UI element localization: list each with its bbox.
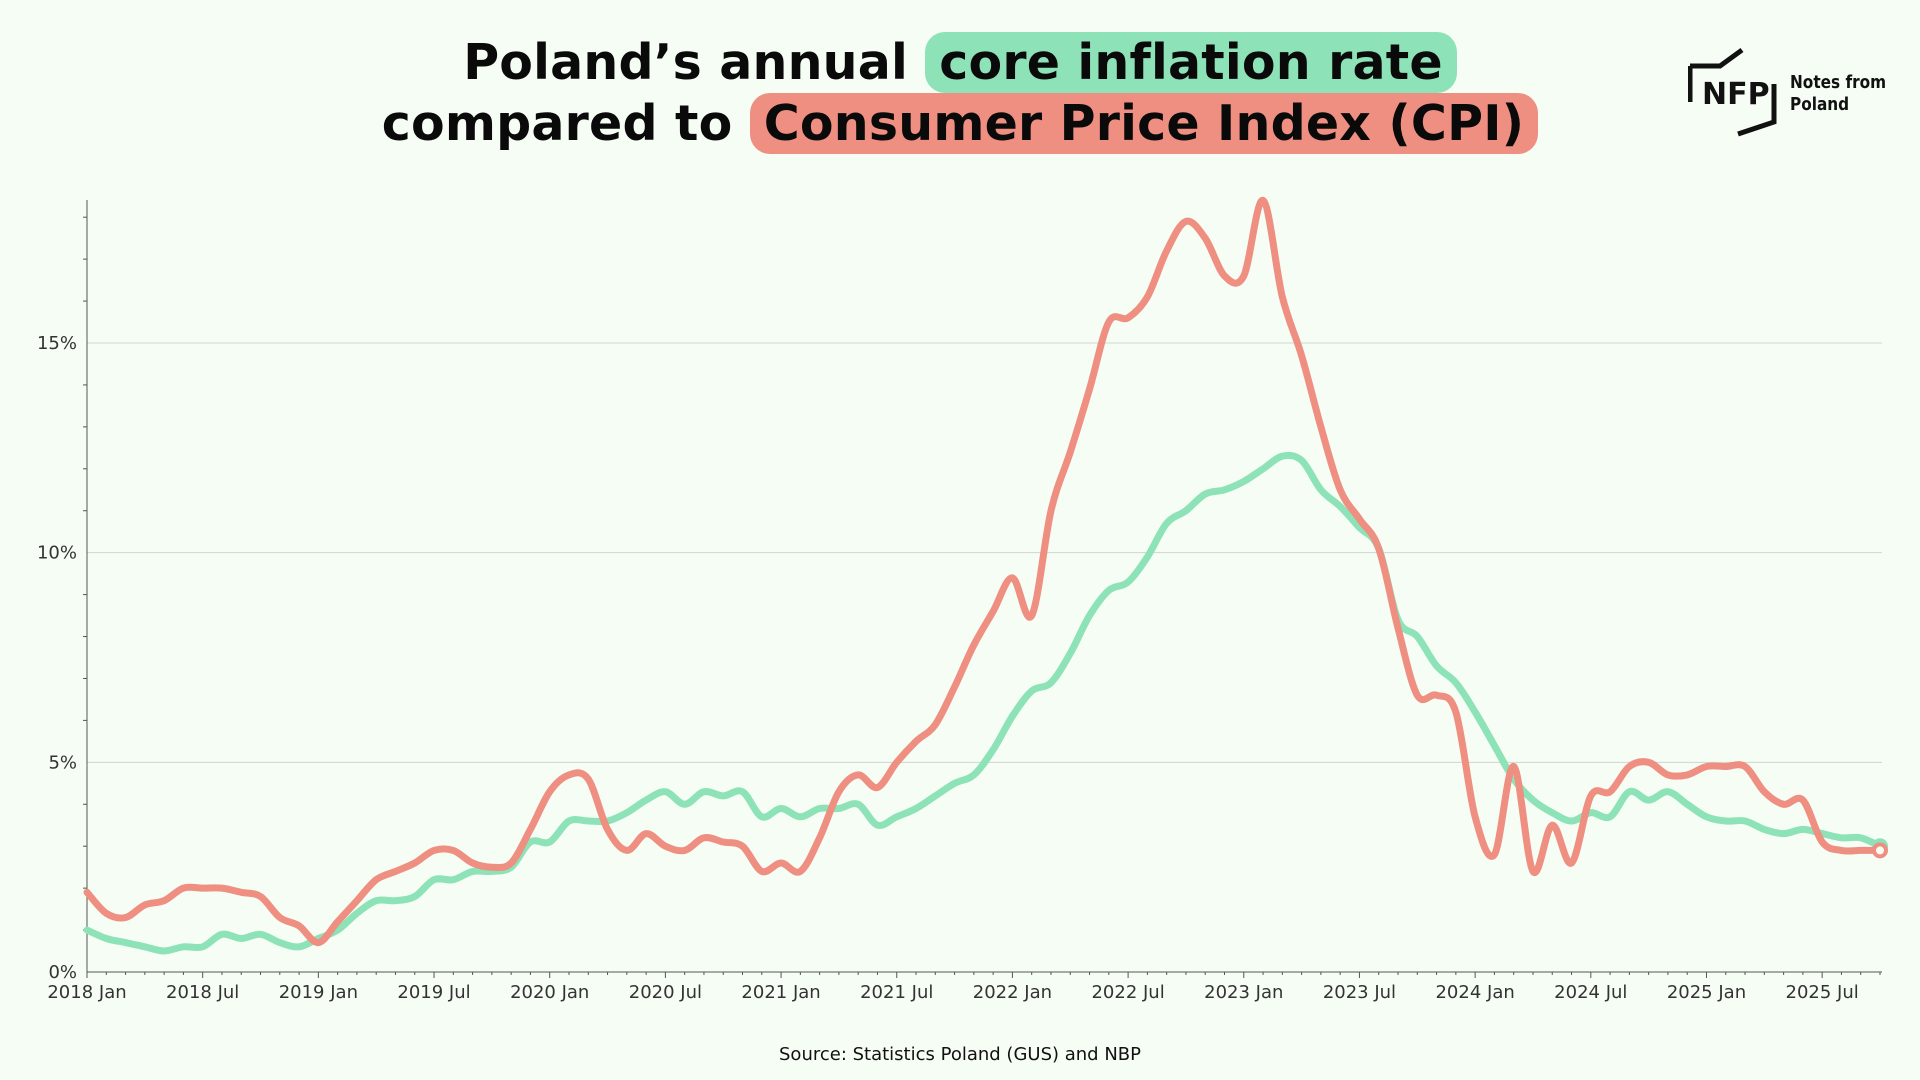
x-tick-label: 2021 Jan: [741, 982, 820, 1003]
title-line-2: compared to Consumer Price Index (CPI): [0, 93, 1920, 154]
grid-lines: [87, 342, 1882, 763]
y-tick-label: 15%: [37, 333, 77, 354]
y-tick-label: 10%: [37, 543, 77, 564]
x-tick-label: 2024 Jan: [1435, 982, 1514, 1003]
x-tick-label: 2023 Jul: [1323, 982, 1396, 1003]
source-note: Source: Statistics Poland (GUS) and NBP: [779, 1044, 1141, 1065]
logo-text-line-2: Poland: [1790, 94, 1850, 115]
title-highlight-core: core inflation rate: [925, 32, 1457, 93]
series-line-cpi: [83, 196, 1884, 947]
chart-title: Poland’s annual core inflation rate comp…: [0, 32, 1920, 154]
title-prefix-2: compared to: [381, 95, 750, 152]
x-tick-label: 2022 Jul: [1091, 982, 1164, 1003]
x-tick-label: 2018 Jul: [166, 982, 239, 1003]
logo-text-line-1: Notes from: [1790, 72, 1887, 93]
title-highlight-cpi: Consumer Price Index (CPI): [749, 93, 1539, 154]
x-axis-ticks: 2018 Jan 2018 Jul 2019 Jan 2019 Jul 2020 Jan…: [47, 972, 1881, 1003]
x-tick-label: 2018 Jan: [47, 982, 126, 1003]
axes: [86, 200, 1882, 973]
series-end-marker-cpi: [1872, 842, 1888, 859]
x-tick-label: 2023 Jan: [1204, 982, 1283, 1003]
y-tick-label: 5%: [48, 752, 77, 773]
x-tick-label: 2020 Jul: [629, 982, 702, 1003]
x-tick-label: 2022 Jan: [973, 982, 1052, 1003]
logo-text: Notes from Poland: [1790, 72, 1886, 116]
series-line-core-inflation: [83, 451, 1884, 955]
y-axis-ticks: 0% 5% 10% 15%: [37, 216, 87, 983]
x-tick-label: 2021 Jul: [860, 982, 933, 1003]
x-tick-label: 2019 Jul: [397, 982, 470, 1003]
x-tick-label: 2024 Jul: [1554, 982, 1627, 1003]
y-tick-label: 0%: [48, 962, 77, 983]
logo-mark: NFP: [1702, 77, 1770, 112]
x-tick-label: 2019 Jan: [279, 982, 358, 1003]
nfp-logo-icon: NFP: [1688, 47, 1777, 137]
title-line-1: Poland’s annual core inflation rate: [0, 32, 1920, 93]
x-tick-label: 2020 Jan: [510, 982, 589, 1003]
title-prefix-1: Poland’s annual: [463, 34, 926, 91]
x-tick-label: 2025 Jul: [1786, 982, 1859, 1003]
series-lines: [83, 196, 1888, 955]
x-tick-label: 2025 Jan: [1667, 982, 1746, 1003]
